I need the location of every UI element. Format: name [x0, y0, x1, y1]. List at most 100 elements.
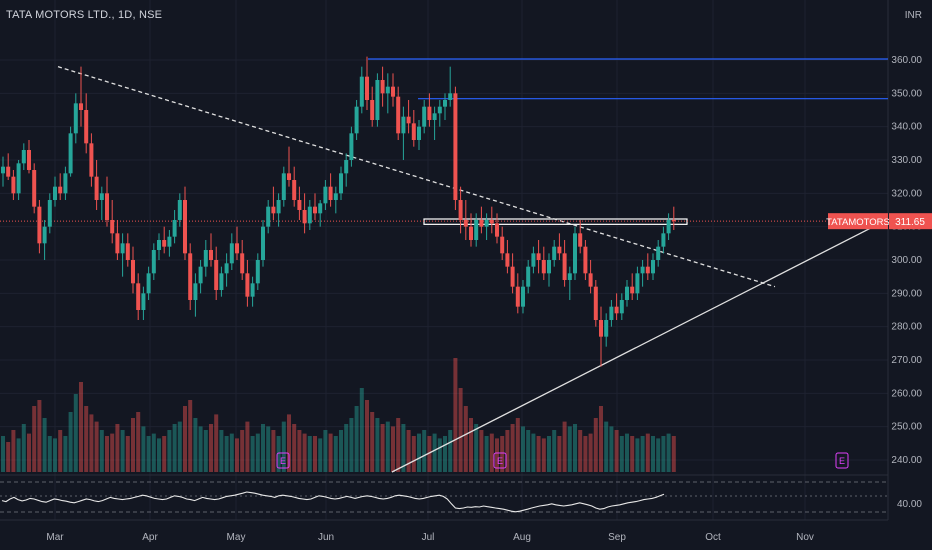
candle-body	[495, 223, 499, 237]
volume-bar	[645, 433, 650, 472]
volume-bar	[94, 421, 99, 472]
volume-bar	[27, 433, 31, 472]
candle-body	[448, 93, 453, 100]
volume-bar	[567, 426, 572, 472]
candle-body	[136, 283, 141, 310]
volume-bar	[198, 426, 203, 472]
volume-bar	[89, 414, 94, 472]
candle-body	[214, 260, 219, 290]
volume-bar	[536, 436, 541, 472]
volume-bar	[552, 430, 557, 472]
candle-body	[313, 206, 317, 214]
volume-bar	[505, 430, 510, 472]
volume-bar	[495, 438, 499, 472]
volume-bar	[266, 426, 271, 472]
candle-body	[6, 166, 11, 177]
candle-body	[411, 123, 416, 140]
volume-bar	[526, 430, 531, 472]
volume-bar	[6, 442, 11, 472]
volume-bar	[562, 421, 567, 472]
volume-bar	[167, 430, 172, 472]
candle-body	[625, 286, 629, 300]
candle-body	[193, 283, 198, 300]
candle-body	[32, 170, 37, 207]
y-tick-label: 330.00	[891, 155, 922, 166]
candle-body	[500, 236, 505, 254]
candle-body	[47, 200, 52, 227]
volume-bar	[53, 438, 57, 472]
candle-body	[619, 300, 624, 314]
volume-bar	[479, 430, 484, 472]
candle-body	[219, 273, 224, 290]
candle-body	[437, 106, 442, 114]
volume-bar	[203, 430, 208, 472]
candle-body	[536, 253, 541, 260]
volume-bar	[162, 436, 167, 472]
candle-body	[588, 273, 593, 287]
x-tick-label: Oct	[705, 532, 721, 543]
volume-bar	[547, 436, 551, 472]
volume-bar	[588, 433, 593, 472]
volume-bar	[297, 430, 302, 472]
symbol-tag	[828, 213, 888, 230]
symbol-tag-label: TATAMOTORS	[826, 217, 890, 228]
candle-body	[671, 220, 676, 222]
volume-bar	[661, 436, 666, 472]
candle-body	[432, 113, 437, 120]
volume-bar	[437, 438, 442, 472]
volume-bar	[235, 438, 239, 472]
x-tick-label: May	[227, 532, 246, 543]
volume-bar	[328, 433, 333, 472]
earnings-marker-label: E	[497, 456, 503, 466]
candle-body	[469, 226, 473, 240]
candle-body	[73, 103, 78, 134]
volume-bar	[214, 414, 219, 472]
candle-body	[157, 240, 161, 250]
volume-bar	[396, 418, 401, 472]
candle-body	[593, 286, 598, 320]
volume-bar	[614, 430, 619, 472]
volume-bar	[255, 433, 260, 472]
candle-body	[385, 86, 390, 94]
volume-bar	[489, 433, 494, 472]
volume-bar	[375, 418, 380, 472]
candle-body	[349, 133, 354, 160]
earnings-marker	[493, 452, 507, 469]
candle-body	[531, 253, 536, 267]
candle-body	[474, 220, 479, 240]
volume-bar	[635, 438, 640, 472]
candle-body	[557, 246, 562, 254]
candle-body	[344, 160, 349, 174]
volume-bar	[640, 436, 645, 472]
x-tick-label: Sep	[608, 532, 626, 543]
candle-body	[94, 176, 99, 200]
candle-body	[645, 266, 650, 274]
volume-bar	[463, 406, 468, 472]
candle-body	[255, 260, 260, 284]
volume-bar	[105, 436, 109, 472]
volume-bar	[370, 412, 375, 472]
candle-body	[583, 246, 588, 274]
candle-body	[37, 206, 42, 244]
volume-bar	[656, 438, 661, 472]
volume-bar	[292, 424, 297, 472]
candle-body	[541, 260, 546, 274]
volume-bar	[521, 426, 525, 472]
candle-body	[125, 243, 130, 260]
candle-body	[510, 266, 515, 287]
candle-body	[406, 116, 411, 124]
price-tag	[889, 213, 932, 230]
volume-bar	[110, 433, 115, 472]
candle-body	[188, 253, 193, 300]
volume-bar	[333, 436, 338, 472]
candle-body	[198, 266, 203, 284]
candle-body	[463, 220, 468, 227]
volume-bar	[453, 358, 458, 472]
candle-body	[640, 266, 645, 274]
volume-bar	[84, 406, 89, 472]
volume-bar	[73, 394, 78, 472]
candle-body	[656, 246, 661, 260]
candle-body	[240, 253, 245, 274]
candle-body	[630, 286, 635, 294]
